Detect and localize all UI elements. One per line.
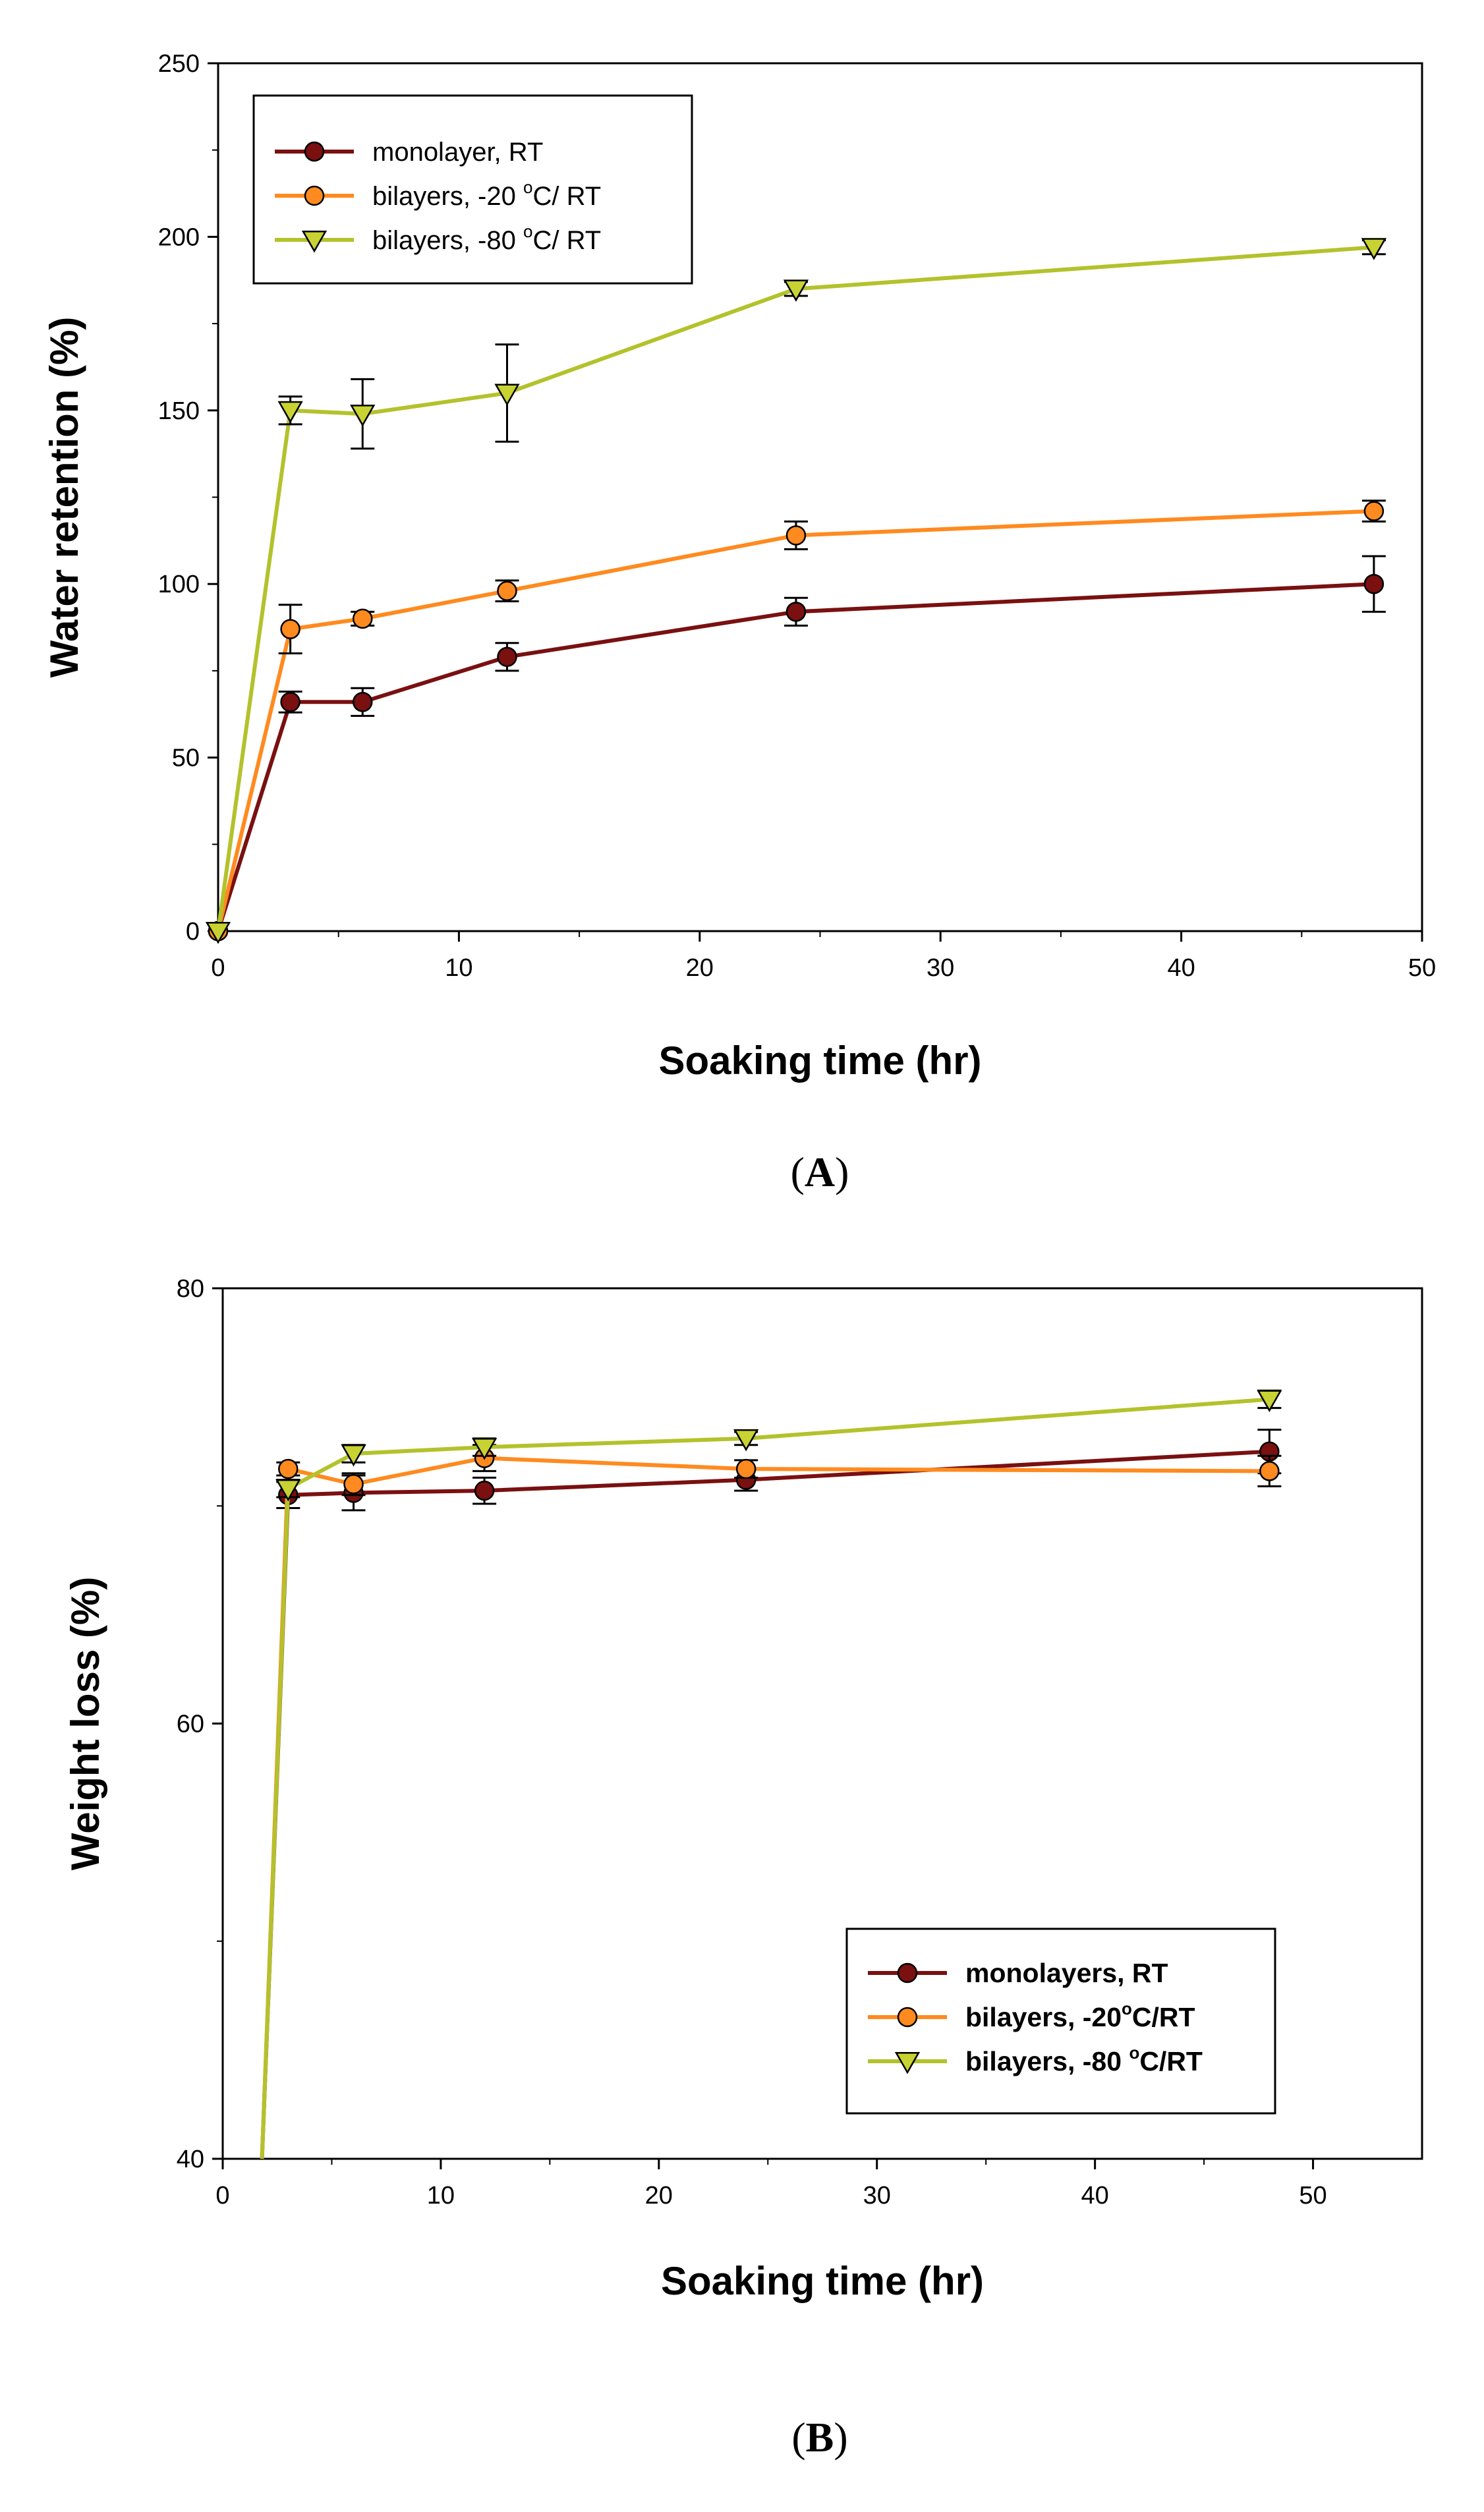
legend-label-main: bilayers, -80: [965, 2046, 1129, 2076]
legend-swatch-marker: [897, 2007, 918, 2028]
y-tick-label: 0: [186, 918, 200, 946]
y-tick-label: 100: [158, 571, 200, 598]
panel-label-letter: B: [806, 2414, 834, 2461]
x-tick-label: 10: [445, 954, 472, 982]
legend-label-main: monolayers, RT: [965, 1958, 1168, 1988]
panel-label-letter: A: [805, 1149, 835, 1195]
data-point: [352, 608, 373, 629]
legend-label-main: bilayers, -20: [372, 182, 523, 211]
legend-label-superscript: o: [1122, 1999, 1132, 2018]
x-tick-label: 20: [645, 2182, 673, 2210]
legend-frame: [252, 94, 693, 285]
y-tick-label: 250: [158, 50, 200, 78]
data-point: [783, 279, 809, 302]
legend-swatch-marker: [897, 1962, 918, 1984]
data-point: [497, 646, 517, 668]
y-tick-label: 50: [172, 745, 200, 772]
data-point: [474, 1480, 495, 1501]
data-point: [343, 1473, 364, 1495]
x-axis-title: Soaking time (hr): [661, 2259, 984, 2303]
series-2: [205, 238, 1387, 944]
legend-swatch-marker: [894, 2052, 921, 2074]
x-tick-label: 30: [927, 954, 954, 982]
legend-frame: [845, 1927, 1276, 2115]
legend-label-rest: C/RT: [1139, 2046, 1203, 2076]
panel-label-close: ): [835, 1149, 849, 1195]
data-point: [785, 602, 807, 622]
panel-label-open: (: [791, 2414, 805, 2461]
data-point: [350, 405, 376, 427]
x-tick-label: 50: [1299, 2182, 1327, 2210]
legend-label-rest: C/ RT: [532, 182, 601, 211]
y-axis-title: Water retention (%): [42, 317, 86, 678]
data-point: [735, 1458, 756, 1479]
panel-label: (A): [791, 1149, 849, 1195]
x-tick-label: 10: [427, 2182, 455, 2210]
data-point: [1361, 238, 1387, 260]
legend-label-main: monolayer, RT: [372, 138, 543, 167]
data-point: [205, 922, 231, 944]
data-point: [1363, 501, 1384, 521]
data-point: [471, 1438, 498, 1460]
legend-label-superscript: o: [523, 177, 532, 197]
series-line: [260, 1397, 1270, 2159]
data-point: [733, 1429, 759, 1452]
x-tick-label: 40: [1081, 2182, 1108, 2210]
y-axis-title: Weight loss (%): [63, 1577, 107, 1871]
legend-swatch-marker: [301, 231, 328, 253]
legend-swatch-marker: [304, 141, 325, 162]
data-point: [275, 1479, 301, 1502]
legend-label-rest: C/ RT: [532, 226, 601, 255]
legend-label: bilayers, -20oC/RT: [965, 1999, 1195, 2032]
data-point: [494, 384, 520, 406]
data-point: [1259, 1461, 1280, 1481]
legend-label-main: bilayers, -20: [965, 2002, 1122, 2032]
x-tick-label: 0: [215, 2182, 229, 2210]
legend-label-rest: C/RT: [1132, 2002, 1195, 2032]
data-point: [277, 401, 303, 424]
series-line: [216, 582, 1375, 932]
x-axis-title: Soaking time (hr): [658, 1039, 981, 1083]
legend-label: bilayers, -80 oC/ RT: [372, 221, 601, 255]
data-point: [341, 1444, 366, 1467]
panel-label-open: (: [791, 1149, 805, 1195]
data-point: [278, 1458, 299, 1479]
legend-label: monolayers, RT: [965, 1958, 1168, 1988]
series-line: [216, 245, 1375, 932]
y-tick-label: 150: [158, 397, 200, 425]
x-tick-label: 20: [686, 954, 714, 982]
y-tick-label: 80: [177, 1275, 204, 1303]
data-point: [785, 525, 807, 546]
y-tick-label: 60: [177, 1711, 204, 1738]
data-point: [497, 581, 517, 601]
chart-panel-b: 0 10 20 30 40 50 40 60 80 Soaking time (hr) Weight…: [63, 1275, 1423, 2461]
data-point: [1363, 573, 1384, 594]
panel-label: (B): [791, 2414, 847, 2461]
x-tick-label: 30: [863, 2182, 891, 2210]
series-2: [260, 1389, 1282, 2159]
y-tick-label: 40: [177, 2146, 204, 2173]
data-point: [1257, 1390, 1282, 1412]
legend-label: monolayer, RT: [372, 138, 543, 167]
x-tick-label: 50: [1408, 954, 1436, 982]
data-point: [352, 692, 373, 712]
legend-swatch-marker: [304, 185, 325, 206]
chart-panel-a: 0 10 20 30 40 50 0 50 100 150 200 250 Soaking time (…: [42, 50, 1436, 1195]
y-tick-label: 200: [158, 223, 200, 251]
series-line: [216, 509, 1375, 932]
data-point: [280, 692, 300, 712]
legend-label: bilayers, -20 oC/ RT: [372, 177, 601, 211]
data-point: [280, 619, 300, 639]
legend-label-superscript: o: [523, 221, 532, 241]
x-tick-label: 40: [1167, 954, 1195, 982]
legend-label: bilayers, -80 oC/RT: [965, 2043, 1203, 2076]
panel-label-close: ): [834, 2414, 847, 2461]
legend-label-main: bilayers, -80: [372, 226, 523, 255]
legend-label-superscript: o: [1129, 2043, 1139, 2063]
series-1: [208, 500, 1386, 942]
x-tick-label: 0: [211, 954, 225, 982]
